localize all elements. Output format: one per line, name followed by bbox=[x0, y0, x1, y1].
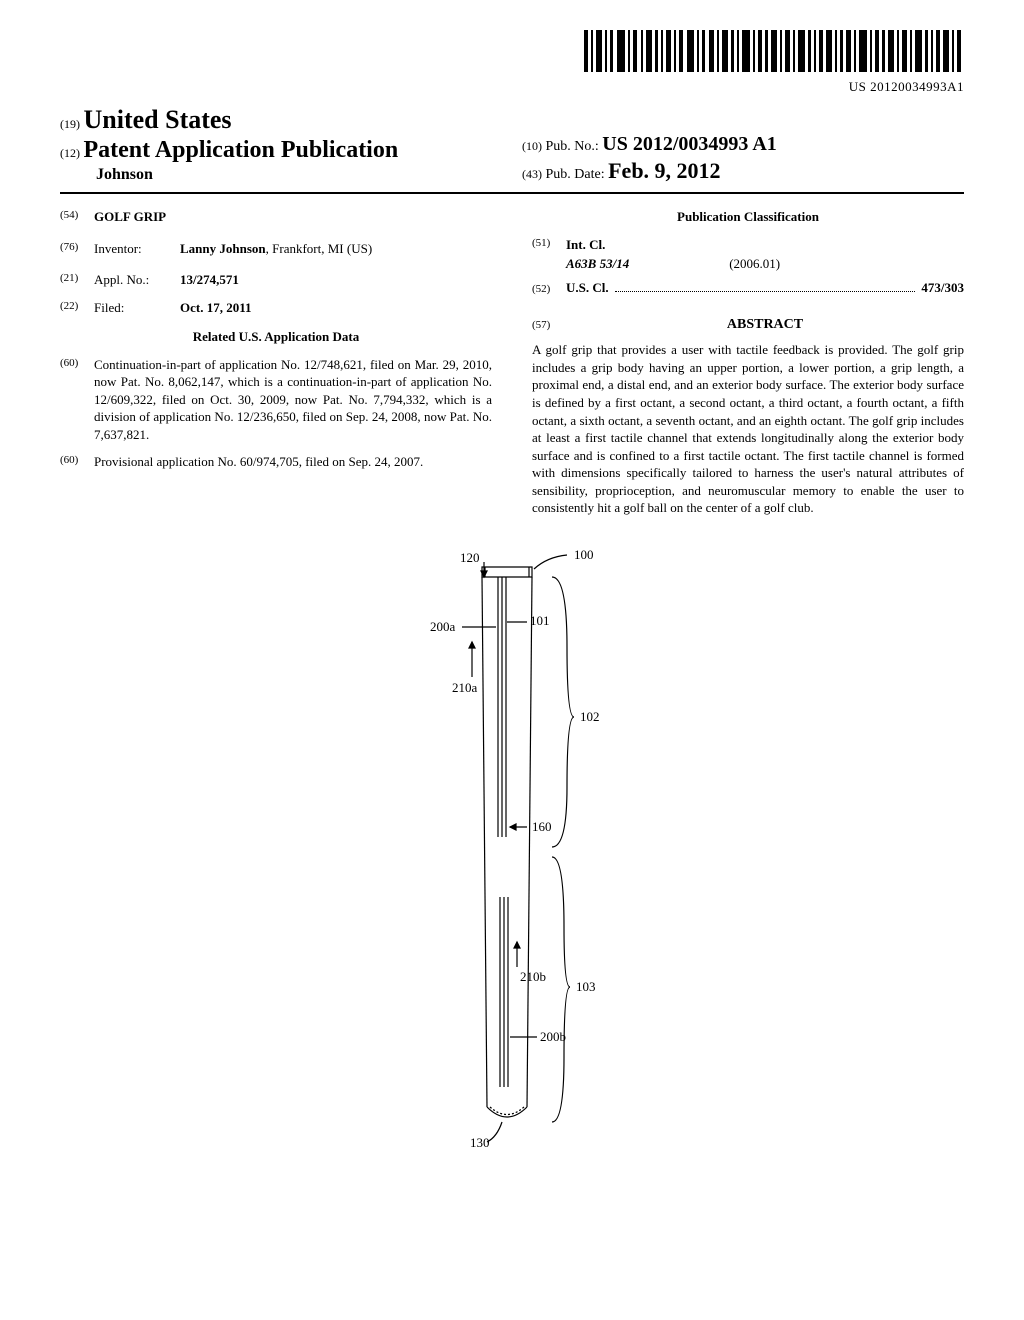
pubno-value: US 2012/0034993 A1 bbox=[602, 133, 776, 155]
title-num: (54) bbox=[60, 208, 94, 226]
patent-title: GOLF GRIP bbox=[94, 208, 166, 226]
pub-num: (12) bbox=[60, 146, 80, 160]
country-name: United States bbox=[84, 105, 232, 134]
appl-value: 13/274,571 bbox=[180, 272, 239, 287]
barcode bbox=[584, 30, 964, 72]
filed-num: (22) bbox=[60, 299, 94, 317]
country-num: (19) bbox=[60, 117, 80, 131]
fig-label-210a: 210a bbox=[452, 680, 478, 695]
intcl-label: Int. Cl. bbox=[566, 237, 605, 252]
right-column: Publication Classification (51) Int. Cl.… bbox=[532, 208, 964, 517]
barcode-label: US 20120034993A1 bbox=[60, 79, 964, 95]
related-num-1: (60) bbox=[60, 356, 94, 444]
header-left: (19) United States (12) Patent Applicati… bbox=[60, 105, 502, 184]
uscl-num: (52) bbox=[532, 282, 566, 297]
fig-label-200b: 200b bbox=[540, 1029, 566, 1044]
filed-label: Filed: bbox=[94, 299, 180, 317]
figure: 100 120 200a 101 210a 102 160 210b 103 2… bbox=[60, 547, 964, 1152]
related-head: Related U.S. Application Data bbox=[60, 328, 492, 346]
pubdate-value: Feb. 9, 2012 bbox=[608, 158, 720, 183]
uscl-value: 473/303 bbox=[921, 279, 964, 297]
inventor-rest: , Frankfort, MI (US) bbox=[266, 241, 373, 256]
abstract-body: A golf grip that provides a user with ta… bbox=[532, 341, 964, 516]
pubdate-label: Pub. Date: bbox=[546, 167, 605, 182]
abstract-num: (57) bbox=[532, 318, 566, 333]
author-name: Johnson bbox=[96, 166, 502, 184]
related-body-2: Provisional application No. 60/974,705, … bbox=[94, 453, 423, 471]
body-columns: (54) GOLF GRIP (76) Inventor: Lanny John… bbox=[60, 208, 964, 517]
inventor-value: Lanny Johnson, Frankfort, MI (US) bbox=[180, 240, 492, 258]
fig-label-200a: 200a bbox=[430, 619, 456, 634]
fig-label-160: 160 bbox=[532, 819, 552, 834]
appl-num: (21) bbox=[60, 271, 94, 289]
pub-class-head: Publication Classification bbox=[532, 208, 964, 226]
pubno-label: Pub. No.: bbox=[546, 139, 599, 154]
related-body-1: Continuation-in-part of application No. … bbox=[94, 356, 492, 444]
appl-label: Appl. No.: bbox=[94, 271, 180, 289]
related-num-2: (60) bbox=[60, 453, 94, 471]
intcl-year: (2006.01) bbox=[729, 255, 780, 273]
inventor-num: (76) bbox=[60, 240, 94, 258]
fig-label-103: 103 bbox=[576, 979, 596, 994]
filed-value: Oct. 17, 2011 bbox=[180, 300, 252, 315]
pubdate-num: (43) bbox=[522, 167, 542, 181]
uscl-label: U.S. Cl. bbox=[566, 280, 609, 295]
header: (19) United States (12) Patent Applicati… bbox=[60, 105, 964, 184]
pubno-num: (10) bbox=[522, 139, 542, 153]
fig-label-210b: 210b bbox=[520, 969, 546, 984]
fig-label-101: 101 bbox=[530, 613, 550, 628]
fig-label-130: 130 bbox=[470, 1135, 490, 1147]
fig-label-102: 102 bbox=[580, 709, 600, 724]
header-right: (10) Pub. No.: US 2012/0034993 A1 (43) P… bbox=[502, 133, 964, 184]
inventor-name-bold: Lanny Johnson bbox=[180, 241, 266, 256]
fig-label-120: 120 bbox=[460, 550, 480, 565]
intcl-code: A63B 53/14 bbox=[566, 255, 629, 273]
fig-label-100: 100 bbox=[574, 547, 594, 562]
barcode-region: US 20120034993A1 bbox=[60, 30, 964, 95]
abstract-head: ABSTRACT bbox=[566, 316, 964, 335]
inventor-label: Inventor: bbox=[94, 240, 180, 258]
left-column: (54) GOLF GRIP (76) Inventor: Lanny John… bbox=[60, 208, 492, 517]
uscl-dots bbox=[615, 291, 916, 292]
header-divider bbox=[60, 192, 964, 194]
intcl-num: (51) bbox=[532, 236, 566, 254]
pub-title: Patent Application Publication bbox=[84, 137, 399, 163]
